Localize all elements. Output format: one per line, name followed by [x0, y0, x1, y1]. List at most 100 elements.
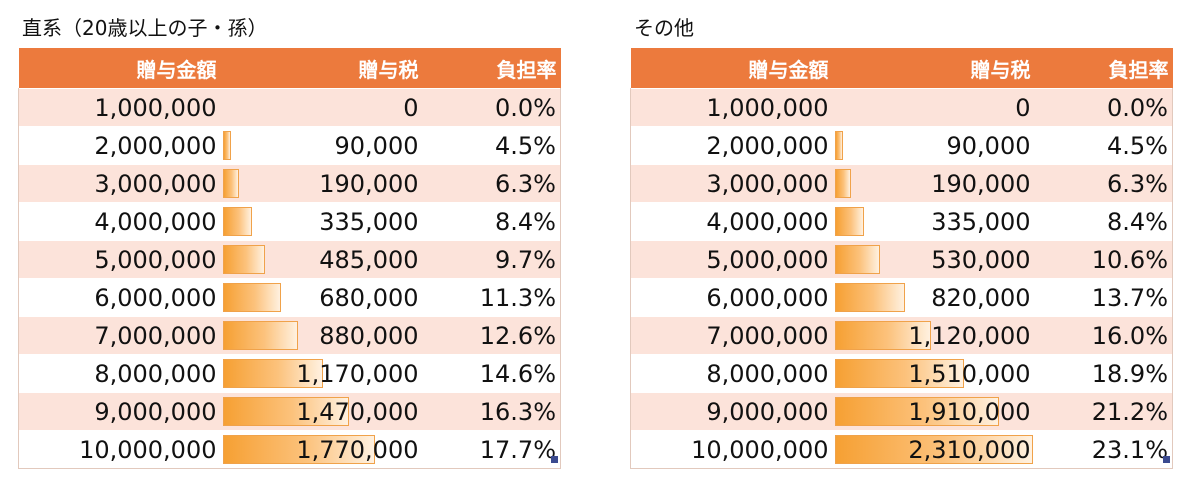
header-tax[interactable]: 贈与税 [832, 48, 1035, 89]
cell-tax-value: 680,000 [319, 283, 419, 312]
cell-tax[interactable]: 1,170,000 [220, 354, 423, 393]
cell-tax[interactable]: 190,000 [832, 164, 1035, 203]
cell-tax[interactable]: 2,310,000 [832, 430, 1035, 469]
cell-tax[interactable]: 1,470,000 [220, 392, 423, 431]
cell-tax[interactable]: 335,000 [220, 202, 423, 241]
cell-tax-value: 530,000 [931, 245, 1031, 274]
cell-amount[interactable]: 2,000,000 [18, 126, 221, 165]
cell-tax[interactable]: 880,000 [220, 316, 423, 355]
table-row: 7,000,000 1,120,000 16.0% [630, 316, 1173, 355]
table-panel-direct: 直系（20歳以上の子・孫） 贈与金額 贈与税 負担率 1,000,000 0 0.0… [18, 0, 561, 469]
table-row: 1,000,000 0 0.0% [630, 88, 1173, 127]
cell-rate[interactable]: 14.6% [422, 354, 561, 393]
table-row: 10,000,000 2,310,000 23.1% [630, 430, 1173, 469]
header-amount[interactable]: 贈与金額 [18, 48, 221, 89]
selection-handle-icon[interactable] [551, 456, 558, 463]
cell-rate[interactable]: 8.4% [1034, 202, 1173, 241]
cell-tax[interactable]: 190,000 [220, 164, 423, 203]
cell-tax[interactable]: 90,000 [832, 126, 1035, 165]
cell-rate[interactable]: 0.0% [1034, 88, 1173, 127]
data-bar [834, 283, 905, 312]
table-row: 9,000,000 1,470,000 16.3% [18, 392, 561, 431]
cell-rate[interactable]: 11.3% [422, 278, 561, 317]
table-row: 9,000,000 1,910,000 21.2% [630, 392, 1173, 431]
cell-rate[interactable]: 21.2% [1034, 392, 1173, 431]
table-title: その他 [634, 16, 694, 40]
gift-tax-table-direct: 贈与金額 贈与税 負担率 1,000,000 0 0.0% 2,000,000 90,0… [18, 48, 561, 469]
cell-rate[interactable]: 6.3% [422, 164, 561, 203]
header-tax[interactable]: 贈与税 [220, 48, 423, 89]
cell-rate[interactable]: 10.6% [1034, 240, 1173, 279]
cell-amount[interactable]: 5,000,000 [18, 240, 221, 279]
header-amount[interactable]: 贈与金額 [630, 48, 833, 89]
header-rate[interactable]: 負担率 [1034, 48, 1173, 89]
cell-tax[interactable]: 0 [220, 88, 423, 127]
cell-tax-value: 0 [403, 93, 419, 122]
cell-rate[interactable]: 16.3% [422, 392, 561, 431]
data-bar [834, 245, 880, 274]
data-bar [834, 359, 964, 388]
cell-tax[interactable]: 335,000 [832, 202, 1035, 241]
cell-rate[interactable]: 23.1% [1034, 430, 1173, 469]
cell-amount[interactable]: 7,000,000 [18, 316, 221, 355]
cell-rate[interactable]: 4.5% [422, 126, 561, 165]
table-title: 直系（20歳以上の子・孫） [22, 16, 268, 40]
cell-tax-value: 820,000 [931, 283, 1031, 312]
cell-amount[interactable]: 4,000,000 [630, 202, 833, 241]
cell-amount[interactable]: 10,000,000 [630, 430, 833, 469]
cell-amount[interactable]: 6,000,000 [18, 278, 221, 317]
cell-amount[interactable]: 2,000,000 [630, 126, 833, 165]
cell-rate[interactable]: 12.6% [422, 316, 561, 355]
cell-amount[interactable]: 4,000,000 [18, 202, 221, 241]
data-bar [222, 397, 349, 426]
cell-rate[interactable]: 18.9% [1034, 354, 1173, 393]
header-rate[interactable]: 負担率 [422, 48, 561, 89]
cell-tax[interactable]: 680,000 [220, 278, 423, 317]
cell-amount[interactable]: 9,000,000 [630, 392, 833, 431]
cell-tax[interactable]: 0 [832, 88, 1035, 127]
cell-tax-value: 1,120,000 [908, 321, 1031, 350]
table-row: 4,000,000 335,000 8.4% [630, 202, 1173, 241]
cell-amount[interactable]: 1,000,000 [18, 88, 221, 127]
header-row: 贈与金額 贈与税 負担率 [18, 48, 561, 89]
cell-tax[interactable]: 1,120,000 [832, 316, 1035, 355]
cell-amount[interactable]: 8,000,000 [630, 354, 833, 393]
cell-rate[interactable]: 8.4% [422, 202, 561, 241]
cell-tax[interactable]: 1,770,000 [220, 430, 423, 469]
cell-amount[interactable]: 10,000,000 [18, 430, 221, 469]
cell-amount[interactable]: 1,000,000 [630, 88, 833, 127]
cell-tax-value: 2,310,000 [908, 435, 1031, 464]
cell-tax[interactable]: 1,910,000 [832, 392, 1035, 431]
cell-rate[interactable]: 16.0% [1034, 316, 1173, 355]
data-bar [834, 169, 851, 198]
table-row: 5,000,000 485,000 9.7% [18, 240, 561, 279]
cell-tax-value: 190,000 [931, 169, 1031, 198]
cell-amount[interactable]: 9,000,000 [18, 392, 221, 431]
cell-tax[interactable]: 485,000 [220, 240, 423, 279]
data-bar [222, 169, 239, 198]
cell-tax[interactable]: 1,510,000 [832, 354, 1035, 393]
cell-rate[interactable]: 0.0% [422, 88, 561, 127]
cell-rate[interactable]: 6.3% [1034, 164, 1173, 203]
data-bar [834, 207, 864, 236]
cell-tax[interactable]: 530,000 [832, 240, 1035, 279]
cell-rate[interactable]: 13.7% [1034, 278, 1173, 317]
cell-rate[interactable]: 4.5% [1034, 126, 1173, 165]
cell-rate[interactable]: 9.7% [422, 240, 561, 279]
data-bar [222, 321, 298, 350]
table-row: 2,000,000 90,000 4.5% [18, 126, 561, 165]
table-body: 1,000,000 0 0.0% 2,000,000 90,000 4.5% 3,000,0… [630, 88, 1173, 469]
cell-tax[interactable]: 90,000 [220, 126, 423, 165]
selection-handle-icon[interactable] [1163, 456, 1170, 463]
cell-amount[interactable]: 6,000,000 [630, 278, 833, 317]
cell-rate[interactable]: 17.7% [422, 430, 561, 469]
cell-tax[interactable]: 820,000 [832, 278, 1035, 317]
cell-amount[interactable]: 7,000,000 [630, 316, 833, 355]
cell-tax-value: 335,000 [931, 207, 1031, 236]
table-body: 1,000,000 0 0.0% 2,000,000 90,000 4.5% 3,000,0… [18, 88, 561, 469]
cell-amount[interactable]: 3,000,000 [630, 164, 833, 203]
cell-tax-value: 1,510,000 [908, 359, 1031, 388]
cell-amount[interactable]: 5,000,000 [630, 240, 833, 279]
cell-amount[interactable]: 8,000,000 [18, 354, 221, 393]
cell-amount[interactable]: 3,000,000 [18, 164, 221, 203]
